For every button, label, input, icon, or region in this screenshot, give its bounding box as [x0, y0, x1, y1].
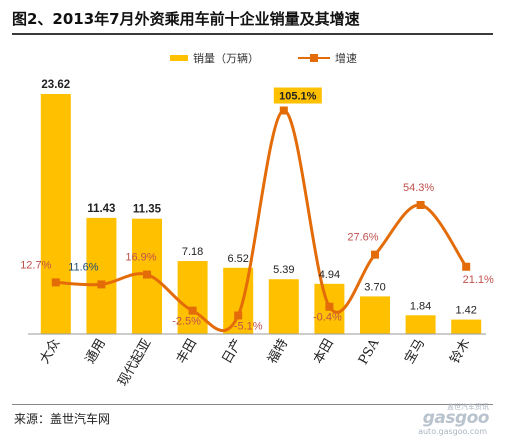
- growth-marker-大众: [51, 278, 60, 287]
- growth-value-label: 21.1%: [463, 274, 494, 286]
- growth-value-labels: 12.7% 11.6% 16.9% -2.5% -5.1% 105.1% -0.4% 27.6…: [20, 87, 494, 332]
- growth-value-label: 27.6%: [347, 232, 378, 244]
- growth-marker-日产: [234, 311, 243, 320]
- category-label: 宝马: [402, 337, 428, 367]
- chart-title: 图2、2013年7月外资乘用车前十企业销量及其增速: [12, 10, 360, 28]
- legend-bar-swatch: [170, 55, 188, 61]
- growth-marker-丰田: [188, 306, 197, 315]
- bar-宝马: [405, 315, 436, 334]
- bar-value-labels: 23.62 11.43 11.35 7.18 6.52 5.39 4.94 3.70 1.84 1…: [41, 79, 477, 317]
- growth-value-label: 16.9%: [125, 252, 156, 264]
- legend-line-marker: [310, 54, 318, 62]
- bar-value-label: 11.43: [87, 203, 115, 215]
- category-labels: 大众 通用 现代起亚 丰田 日产 福特 本田 PSA 宝马 铃木: [37, 336, 473, 389]
- bar-大众: [40, 94, 71, 334]
- footer-rule: [12, 404, 493, 405]
- bar-value-label: 5.39: [273, 264, 294, 276]
- growth-marker-现代起亚: [143, 270, 151, 279]
- max-growth-highlight: [273, 87, 322, 104]
- category-label: 本田: [311, 337, 337, 367]
- watermark-logo-text: gasgoo: [422, 408, 490, 428]
- growth-value-label: 12.7%: [20, 259, 51, 271]
- growth-value-label: 105.1%: [279, 91, 317, 103]
- bar-value-label: 11.35: [133, 204, 162, 216]
- bar-value-label: 1.84: [410, 300, 431, 312]
- growth-value-label: 11.6%: [68, 261, 99, 273]
- growth-marker-宝马: [416, 201, 425, 210]
- bar-series: [40, 94, 482, 334]
- category-label: 铃木: [448, 337, 474, 367]
- category-label: 现代起亚: [115, 337, 154, 390]
- growth-line-series: [51, 106, 471, 332]
- bar-PSA: [360, 296, 390, 334]
- legend-line-label: 增速: [335, 51, 357, 65]
- category-label: 通用: [83, 337, 109, 367]
- growth-marker-PSA: [371, 250, 379, 259]
- growth-marker-本田: [325, 302, 334, 311]
- bar-铃木: [451, 319, 482, 334]
- watermark-top-text: 盖世汽车资讯: [447, 403, 489, 411]
- bar-丰田: [177, 261, 208, 334]
- growth-line: [55, 109, 468, 332]
- gasgoo-watermark: 盖世汽车资讯 gasgoo auto.gasgoo.com: [397, 402, 489, 438]
- title-rule: [12, 33, 493, 35]
- bar-value-label: 7.18: [182, 246, 203, 258]
- bar-福特: [268, 279, 299, 334]
- bar-通用: [86, 217, 117, 334]
- legend: 销量（万辆） 增速: [170, 51, 357, 65]
- growth-value-label: -2.5%: [172, 316, 201, 328]
- bar-value-label: 6.52: [227, 253, 248, 265]
- growth-value-label: -5.1%: [234, 320, 263, 332]
- source-note: 来源：盖世汽车网: [14, 412, 111, 426]
- category-label: 丰田: [174, 337, 200, 367]
- growth-value-label: -0.4%: [313, 312, 342, 324]
- category-label: PSA: [356, 336, 383, 367]
- category-label: 日产: [220, 337, 246, 367]
- bar-value-label: 3.70: [364, 281, 385, 293]
- growth-value-label: 54.3%: [403, 182, 434, 194]
- category-label: 福特: [265, 337, 291, 367]
- watermark-url: auto.gasgoo.com: [418, 427, 487, 436]
- bar-value-label: 23.62: [41, 79, 70, 91]
- bar-value-label: 1.42: [455, 305, 476, 317]
- legend-bar-label: 销量（万辆）: [193, 51, 259, 65]
- category-label: 大众: [37, 337, 63, 367]
- growth-marker-福特: [279, 106, 288, 115]
- bar-value-label: 4.94: [319, 269, 340, 281]
- growth-marker-铃木: [462, 262, 471, 271]
- growth-marker-通用: [97, 280, 106, 289]
